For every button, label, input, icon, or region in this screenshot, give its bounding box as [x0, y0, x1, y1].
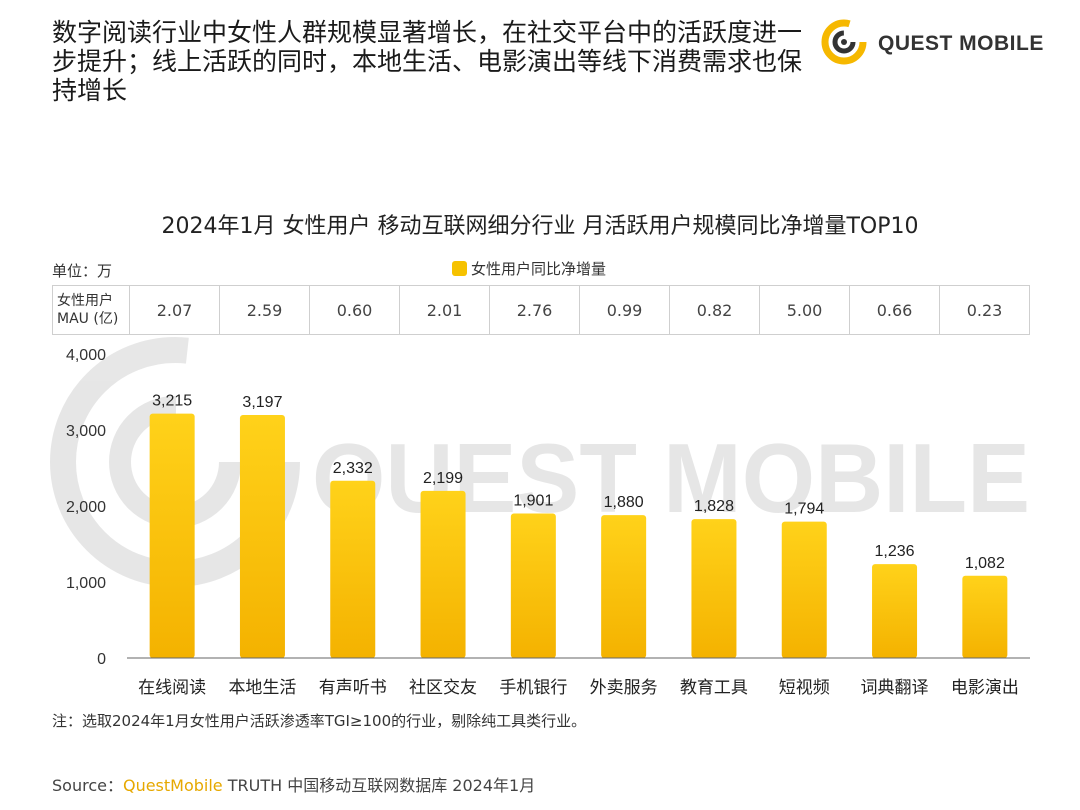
- mau-table: 女性用户 MAU (亿) 2.07 2.59 0.60 2.01 2.76 0.…: [52, 285, 1030, 335]
- bar-value-label: 1,828: [694, 498, 734, 515]
- x-category-label: 手机银行: [499, 678, 567, 698]
- watermark: QUEST MOBILE: [50, 337, 1030, 587]
- bar: [149, 413, 195, 658]
- x-category-label: 在线阅读: [138, 678, 206, 698]
- plot-area: 0 1,000 2,000 3,000 4,000 3,215 在线阅读 3,197 本地生活 2…: [66, 347, 1030, 698]
- mau-cell: 0.60: [309, 285, 400, 335]
- watermark-text: QUEST MOBILE: [312, 423, 1030, 533]
- bar-value-label: 1,794: [784, 501, 824, 518]
- source-line: Source：QuestMobile TRUTH 中国移动互联网数据库 2024…: [52, 772, 535, 796]
- bar: [691, 519, 737, 658]
- mau-row: 女性用户 MAU (亿) 2.07 2.59 0.60 2.01 2.76 0.…: [52, 285, 1030, 335]
- x-category-label: 社区交友: [409, 678, 477, 698]
- bar-value-label: 3,197: [242, 394, 282, 411]
- x-category-label: 词典翻译: [861, 678, 929, 698]
- mau-cell: 0.23: [939, 285, 1030, 335]
- y-tick-label: 3,000: [66, 423, 106, 440]
- mau-cell: 5.00: [759, 285, 850, 335]
- mau-cell: 0.66: [849, 285, 940, 335]
- bar: [781, 521, 827, 658]
- bar-value-label: 1,236: [875, 543, 915, 560]
- x-category-label: 有声听书: [319, 678, 387, 698]
- mau-header-line2: MAU (亿): [57, 311, 119, 327]
- bar-value-label: 2,199: [423, 470, 463, 487]
- bar: [601, 515, 647, 658]
- legend-swatch: [452, 261, 467, 276]
- mau-cell: 0.99: [579, 285, 670, 335]
- bar: [420, 490, 466, 658]
- bar-value-label: 1,082: [965, 555, 1005, 572]
- logo-wordmark: QUEST MOBILE: [878, 32, 1044, 55]
- bar-value-label: 2,332: [333, 460, 373, 477]
- legend: 女性用户同比净增量: [452, 258, 606, 279]
- y-tick-label: 4,000: [66, 347, 106, 364]
- bar-value-label: 1,901: [513, 493, 553, 510]
- source-rest: TRUTH 中国移动互联网数据库 2024年1月: [222, 776, 536, 795]
- mau-cell: 0.82: [669, 285, 760, 335]
- x-category-label: 电影演出: [951, 678, 1019, 698]
- chart-title: 2024年1月 女性用户 移动互联网细分行业 月活跃用户规模同比净增量TOP10: [161, 214, 919, 239]
- mau-cell: 2.59: [219, 285, 310, 335]
- x-category-label: 教育工具: [680, 678, 748, 698]
- mau-header-cell: 女性用户 MAU (亿): [52, 285, 130, 335]
- unit-label: 单位：万: [52, 262, 113, 280]
- x-category-label: 本地生活: [228, 678, 296, 698]
- mau-cell: 2.76: [489, 285, 580, 335]
- bar-value-label: 3,215: [152, 393, 192, 410]
- questmobile-logo: QUEST MOBILE: [818, 12, 1048, 72]
- source-prefix: Source：: [52, 776, 123, 795]
- bar: [510, 513, 556, 658]
- bar-value-label: 1,880: [604, 494, 644, 511]
- x-category-label: 短视频: [779, 678, 830, 698]
- source-brand: QuestMobile: [122, 776, 223, 795]
- bar: [239, 415, 285, 658]
- bar: [872, 564, 918, 658]
- y-tick-label: 1,000: [66, 575, 106, 592]
- questmobile-logo-icon: [821, 19, 867, 65]
- y-tick-label: 2,000: [66, 499, 106, 516]
- mau-cell: 2.07: [129, 285, 220, 335]
- legend-label: 女性用户同比净增量: [471, 260, 607, 278]
- footnote: 注：选取2024年1月女性用户活跃渗透率TGI≥100的行业，剔除纯工具类行业。: [52, 712, 587, 730]
- bar: [330, 480, 376, 658]
- x-category-label: 外卖服务: [590, 678, 658, 698]
- mau-cell: 2.01: [399, 285, 490, 335]
- y-tick-label: 0: [97, 651, 106, 668]
- mau-header-line1: 女性用户: [57, 293, 113, 309]
- headline: 数字阅读行业中女性人群规模显著增长，在社交平台中的活跃度进一步提升；线上活跃的同…: [52, 18, 803, 105]
- bar: [962, 575, 1008, 658]
